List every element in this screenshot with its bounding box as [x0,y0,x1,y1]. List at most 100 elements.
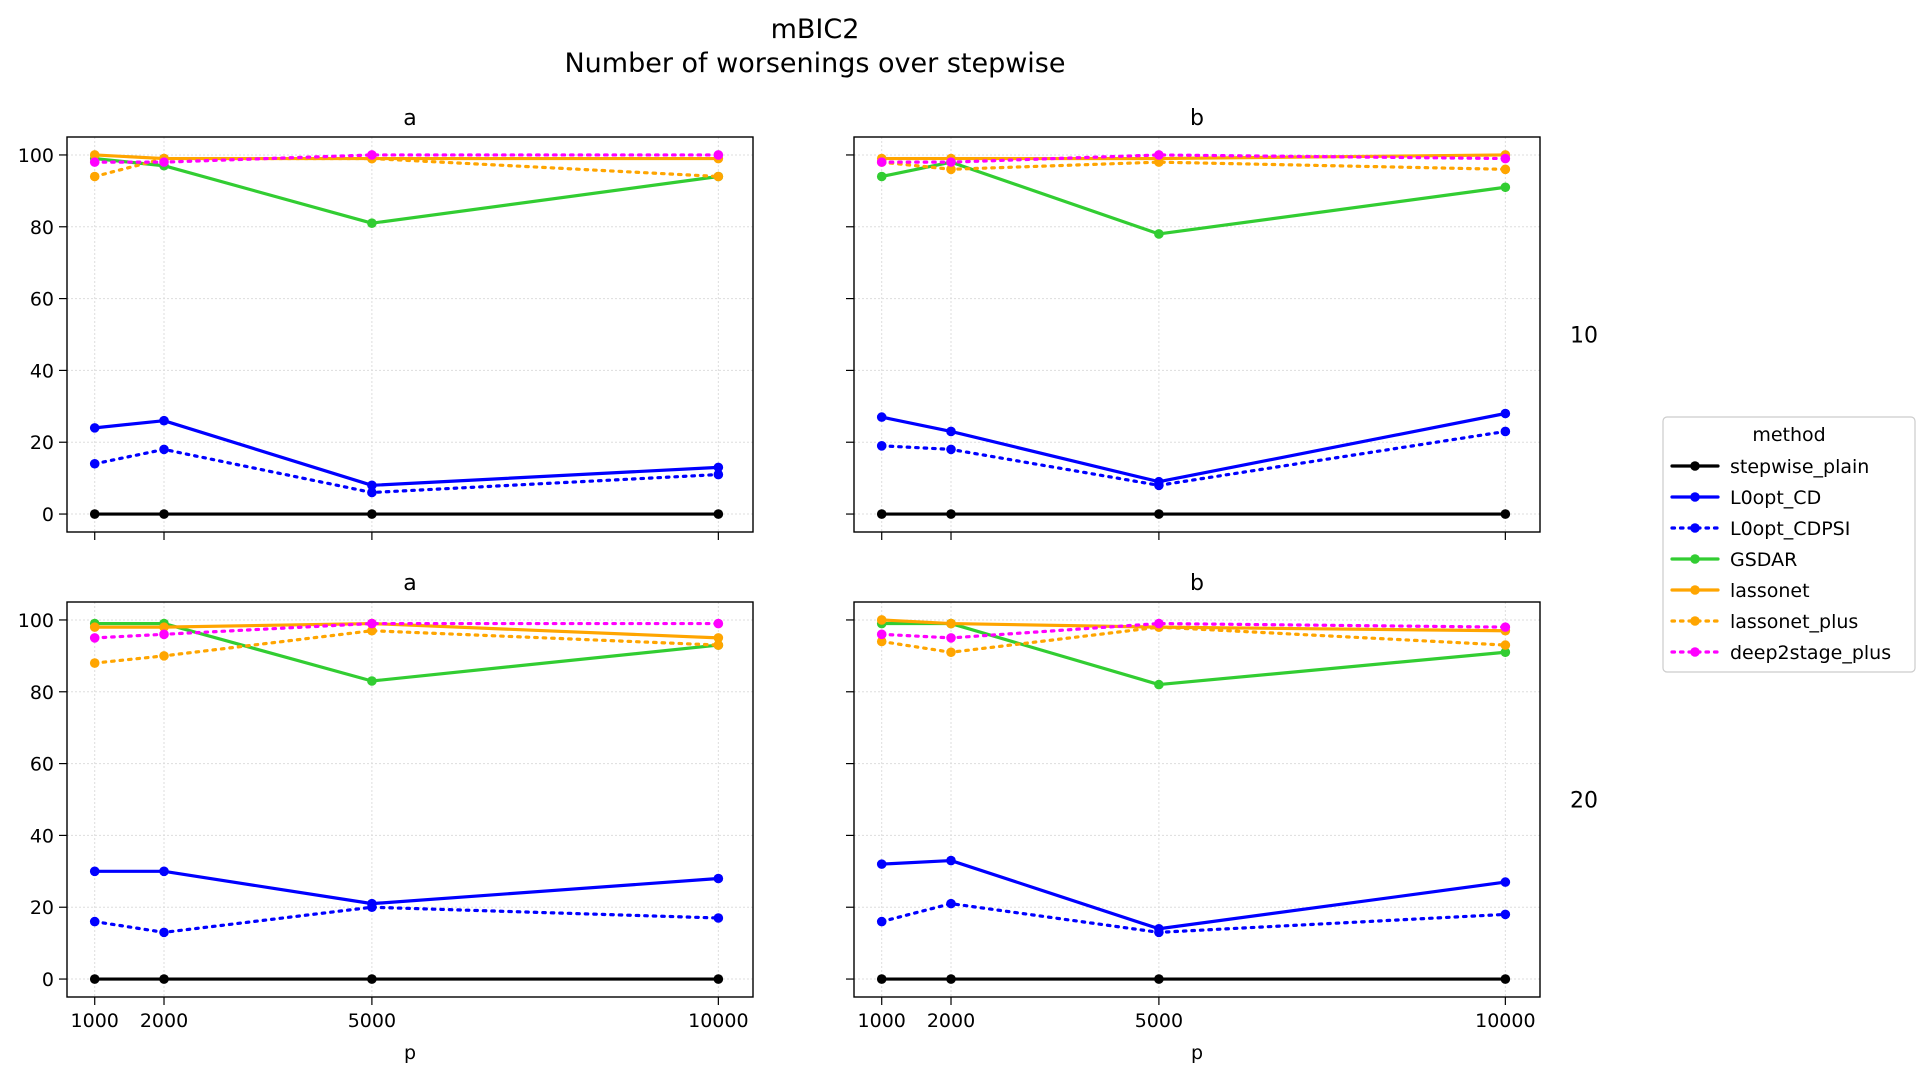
row-label: 20 [1570,789,1598,814]
figure-title-line1: mBIC2 [771,14,860,45]
legend-label: lassonet [1730,580,1810,602]
data-point-GSDAR [367,676,377,686]
data-point-deep2stage_plus [159,157,169,167]
legend-entry-L0opt_CD: L0opt_CD [1670,487,1821,509]
data-point-lassonet [713,633,724,643]
y-tick-label: 20 [30,897,54,919]
y-tick-label: 40 [30,360,54,382]
series-line-L0opt_CDPSI [880,429,1507,487]
data-point-GSDAR [1154,679,1164,690]
data-point-stepwise_plain [713,509,724,519]
x-tick-label: 1000 [858,1010,906,1032]
data-point-deep2stage_plus [1500,622,1511,632]
data-point-lassonet_plus [876,636,887,647]
data-point-L0opt_CD [1500,408,1511,419]
series-line-lassonet_plus [93,156,720,179]
panel-title: b [1190,106,1204,131]
data-point-L0opt_CDPSI [713,913,724,923]
data-point-GSDAR [876,171,887,182]
data-point-deep2stage_plus [89,157,100,167]
data-point-lassonet_plus [946,164,956,175]
x-axis-label: p [1191,1042,1203,1064]
axes-frame [853,601,1541,998]
data-point-deep2stage_plus [367,150,377,160]
data-point-L0opt_CDPSI [876,916,887,927]
data-point-lassonet_plus [89,658,100,668]
data-point-lassonet [159,622,169,632]
legend-marker [1690,585,1700,595]
data-point-L0opt_CDPSI [1500,426,1511,437]
y-tick-label: 60 [30,754,54,776]
data-point-deep2stage_plus [1500,153,1511,164]
series-line-L0opt_CDPSI [93,905,720,934]
series-line-lassonet_plus [880,160,1507,171]
legend-marker [1690,461,1700,471]
data-point-L0opt_CDPSI [946,444,956,455]
y-tick-label: 20 [30,432,54,454]
data-point-L0opt_CD [713,462,724,473]
row-label: 10 [1570,324,1598,349]
data-point-L0opt_CDPSI [159,927,169,938]
data-point-deep2stage_plus [159,629,169,640]
x-axis-label: p [404,1042,416,1064]
series-line-L0opt_CDPSI [93,447,720,495]
legend-label: stepwise_plain [1730,456,1869,478]
data-point-L0opt_CD [159,866,169,877]
data-point-L0opt_CD [89,866,100,877]
data-point-deep2stage_plus [946,633,956,643]
axes-frame [853,136,1541,533]
data-point-stepwise_plain [876,974,887,984]
series-line-GSDAR [93,156,720,225]
data-point-stepwise_plain [1154,509,1164,519]
panel-title: b [1190,571,1204,596]
data-point-lassonet [876,615,887,625]
data-point-L0opt_CDPSI [876,441,887,451]
legend-marker [1690,523,1700,533]
data-point-stepwise_plain [367,509,377,519]
series-line-L0opt_CD [880,858,1507,931]
x-tick-label: 2000 [927,1010,975,1032]
data-point-L0opt_CD [367,480,377,491]
panel-a-10: 0 20 40 60 80 100 a [18,106,754,540]
data-point-L0opt_CD [159,415,169,426]
data-point-GSDAR [367,218,377,228]
y-tick-label: 60 [30,289,54,311]
legend-entry-GSDAR: GSDAR [1670,549,1797,571]
data-point-deep2stage_plus [1154,618,1164,629]
legend-title: method [1752,424,1825,446]
legend-entry-stepwise_plain: stepwise_plain [1670,456,1869,478]
data-point-stepwise_plain [946,509,956,519]
data-point-lassonet_plus [159,651,169,661]
data-point-stepwise_plain [946,974,956,984]
data-point-L0opt_CD [946,426,956,437]
data-point-deep2stage_plus [713,618,724,629]
data-point-L0opt_CD [946,855,956,866]
panel-title: a [403,571,416,596]
series-line-GSDAR [880,160,1507,236]
data-point-L0opt_CD [713,873,724,884]
x-tick-label: 10000 [688,1010,748,1032]
axes-frame [66,601,754,998]
legend-label: deep2stage_plus [1730,642,1891,664]
legend-label: lassonet_plus [1730,611,1858,633]
data-point-stepwise_plain [159,509,169,519]
data-point-lassonet_plus [1500,640,1511,650]
data-point-stepwise_plain [1154,974,1164,984]
data-point-L0opt_CDPSI [713,469,724,480]
x-tick-label: 5000 [348,1010,396,1032]
legend-label: GSDAR [1730,549,1797,571]
data-point-L0opt_CD [1500,877,1511,887]
y-tick-label: 100 [18,610,54,632]
legend-entry-lassonet_plus: lassonet_plus [1670,611,1858,633]
data-point-GSDAR [1500,647,1511,658]
legend-marker [1690,492,1700,502]
legend-marker [1690,647,1700,657]
data-point-lassonet_plus [1154,157,1164,167]
series-line-GSDAR [93,621,720,683]
legend-label: L0opt_CD [1730,487,1821,509]
series-line-lassonet [880,618,1507,633]
axes-frame [66,136,754,533]
panel-a-20: 0 20 40 60 80 100 1000 2000 5000 10000 a p [18,571,754,1064]
